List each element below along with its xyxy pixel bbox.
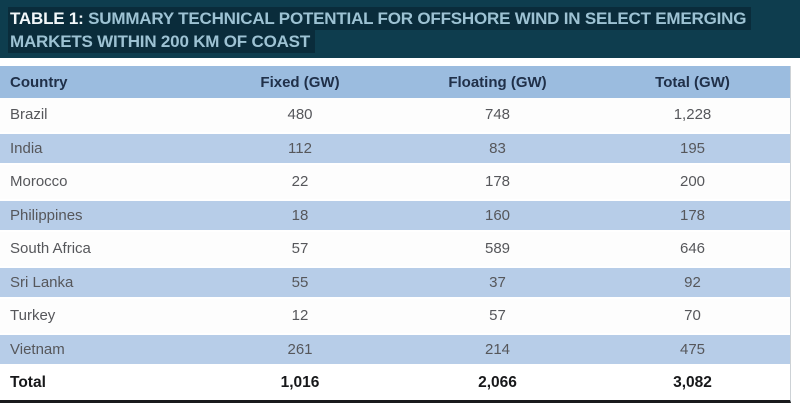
floating-gw-cell: 178: [484, 173, 511, 191]
total-gw-cell: 1,228: [673, 106, 712, 124]
table-row-turkey: Turkey 12 57 70: [0, 299, 790, 333]
country-cell: Turkey: [10, 307, 56, 325]
column-header-country: Country: [10, 73, 68, 91]
fixed-gw-cell: 18: [291, 206, 309, 224]
table-title-banner: TABLE 1: SUMMARY TECHNICAL POTENTIAL FOR…: [0, 0, 800, 58]
fixed-gw-cell: 57: [291, 240, 309, 258]
country-cell: Brazil: [10, 106, 48, 124]
total-floating-gw-cell: 2,066: [478, 373, 517, 391]
total-gw-cell: 70: [684, 307, 701, 325]
table-row-india: India 112 83 195: [0, 131, 790, 165]
table-row-philippines: Philippines 18 160 178: [0, 198, 790, 232]
country-cell: Philippines: [10, 206, 83, 224]
floating-gw-cell: 37: [489, 273, 506, 291]
table-row-morocco: Morocco 22 178 200: [0, 165, 790, 199]
column-header-fixed-gw: Fixed (GW): [260, 73, 340, 91]
total-gw-cell: 195: [679, 139, 706, 157]
floating-gw-cell: 160: [484, 206, 511, 224]
country-cell: Morocco: [10, 173, 68, 191]
total-gw-cell: 475: [679, 340, 706, 358]
total-fixed-gw-cell: 1,016: [280, 373, 320, 391]
table-title-prefix: TABLE 1:: [10, 9, 84, 28]
total-total-gw-cell: 3,082: [673, 373, 712, 391]
table-row-total: Total 1,016 2,066 3,082: [0, 366, 790, 400]
table-title: TABLE 1: SUMMARY TECHNICAL POTENTIAL FOR…: [8, 7, 752, 53]
table-row-south-africa: South Africa 57 589 646: [0, 232, 790, 266]
fixed-gw-cell: 55: [291, 273, 309, 291]
fixed-gw-cell: 261: [287, 340, 313, 358]
country-cell: India: [10, 139, 43, 157]
table-row-sri-lanka: Sri Lanka 55 37 92: [0, 265, 790, 299]
fixed-gw-cell: 22: [291, 173, 309, 191]
column-header-floating-gw: Floating (GW): [448, 73, 547, 91]
column-header-total-gw: Total (GW): [655, 73, 730, 91]
total-gw-cell: 92: [684, 273, 701, 291]
total-gw-cell: 178: [679, 206, 706, 224]
table-row-vietnam: Vietnam 261 214 475: [0, 332, 790, 366]
floating-gw-cell: 57: [489, 307, 506, 325]
fixed-gw-cell: 12: [291, 307, 309, 325]
table-title-line1: SUMMARY TECHNICAL POTENTIAL FOR OFFSHORE…: [83, 9, 747, 28]
country-cell: Sri Lanka: [10, 273, 74, 291]
country-cell: Vietnam: [10, 340, 65, 358]
fixed-gw-cell: 112: [288, 139, 312, 157]
fixed-gw-cell: 480: [287, 106, 313, 124]
total-gw-cell: 646: [679, 240, 706, 258]
table-title-line2: MARKETS WITHIN 200 KM OF COAST: [10, 32, 311, 51]
banner-table-gap: [0, 58, 800, 66]
country-cell: South Africa: [10, 240, 91, 258]
table-row-brazil: Brazil 480 748 1,228: [0, 98, 790, 132]
floating-gw-cell: 589: [484, 240, 511, 258]
offshore-wind-potential-table: Country Fixed (GW) Floating (GW) Total (…: [0, 66, 791, 403]
total-gw-cell: 200: [679, 173, 706, 191]
floating-gw-cell: 214: [484, 340, 511, 358]
floating-gw-cell: 83: [489, 139, 506, 157]
total-label-cell: Total: [10, 373, 46, 391]
floating-gw-cell: 748: [484, 106, 511, 124]
table-header-row: Country Fixed (GW) Floating (GW) Total (…: [0, 66, 790, 98]
